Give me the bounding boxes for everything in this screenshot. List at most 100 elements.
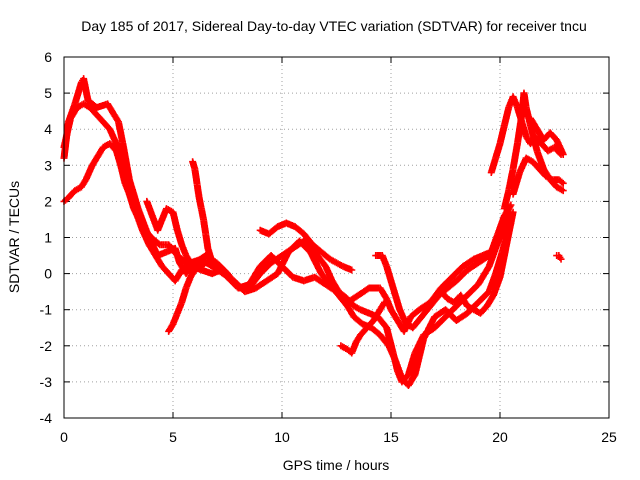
y-tick-label: 1 — [44, 230, 52, 246]
data-point — [559, 150, 567, 158]
data-point-run — [133, 210, 146, 233]
data-point-run — [172, 267, 185, 283]
data-point-run — [351, 314, 365, 327]
data-point-run — [334, 260, 345, 269]
data-point-run — [319, 249, 333, 262]
axis-ticks: 0 5 10 15 20 25 -4 -3 -2 -1 0 1 2 3 4 5 6 — [40, 49, 617, 445]
data-point-run — [87, 105, 100, 118]
data-point-run — [405, 351, 418, 377]
data-point-run — [408, 307, 422, 320]
data-point-run — [377, 285, 390, 301]
data-point-run — [253, 278, 269, 291]
y-tick-label: 6 — [44, 49, 52, 65]
y-tick-label: -4 — [40, 410, 53, 426]
y-tick-label: -2 — [40, 338, 53, 354]
data-point-run — [392, 358, 405, 381]
data-point — [215, 266, 223, 274]
x-tick-label: 15 — [383, 429, 399, 445]
data-point-run — [66, 188, 78, 201]
data-point-run — [445, 296, 457, 306]
data-point-run — [336, 293, 350, 309]
data-point-run — [60, 116, 74, 150]
data-point-run — [310, 242, 324, 255]
data-point-run — [187, 267, 198, 280]
data-point-run — [126, 192, 139, 215]
x-axis-label: GPS time / hours — [283, 457, 390, 473]
data-point-run — [301, 231, 316, 247]
chart-title: Day 185 of 2017, Sidereal Day-to-day VTE… — [81, 18, 587, 34]
data-point-run — [154, 206, 170, 233]
data-point-run — [159, 264, 171, 276]
data-point-run — [193, 181, 203, 200]
data-point-run — [274, 249, 292, 276]
data-point-run — [183, 253, 196, 269]
data-point-run — [166, 242, 180, 258]
data-point-run — [411, 336, 427, 377]
data-point-run — [410, 314, 425, 330]
data-point-run — [101, 141, 112, 150]
y-tick-label: -1 — [40, 302, 53, 318]
data-point-run — [438, 289, 451, 302]
data-point-run — [524, 155, 535, 165]
data-point-run — [257, 260, 274, 276]
data-point-run — [318, 271, 333, 287]
data-point-run — [328, 256, 339, 266]
data-point-run — [339, 343, 350, 352]
data-point-run — [484, 293, 497, 309]
data-point-run — [307, 249, 325, 276]
data-point-run — [148, 235, 163, 248]
data-point-run — [419, 303, 433, 320]
data-point-run — [126, 177, 142, 211]
data-point-run — [71, 80, 85, 106]
data-point-run — [445, 278, 459, 291]
data-point-run — [420, 314, 438, 341]
y-tick-label: -3 — [40, 374, 53, 390]
data-point-run — [94, 112, 106, 125]
data-point-run — [73, 184, 84, 194]
data-point-run — [175, 253, 189, 266]
data-point-run — [427, 293, 442, 309]
data-point-run — [119, 141, 133, 182]
plot-frame — [63, 56, 610, 419]
data-point-run — [534, 148, 547, 171]
data-point-run — [494, 213, 508, 236]
y-tick-label: 5 — [44, 85, 52, 101]
data-point-run — [169, 210, 181, 233]
data-point-run — [377, 300, 388, 312]
data-point-run — [472, 307, 483, 316]
data-point — [557, 255, 565, 263]
data-point-run — [375, 314, 390, 330]
data-point-run — [209, 260, 222, 273]
data-point-run — [510, 170, 523, 197]
data-point-run — [465, 303, 476, 313]
data-point-run — [454, 267, 470, 284]
data-point-run — [475, 264, 492, 287]
data-point-run — [264, 271, 280, 284]
y-tick-label: 4 — [44, 121, 52, 137]
data-point-run — [312, 249, 329, 269]
data-point-run — [460, 256, 476, 269]
data-point-run — [454, 310, 470, 324]
data-point-run — [353, 332, 364, 345]
data-point-run — [345, 296, 357, 309]
data-point-run — [370, 307, 383, 323]
data-marks — [60, 75, 567, 390]
data-point-run — [221, 271, 237, 284]
data-point-run — [556, 177, 566, 186]
data-point-run — [486, 246, 499, 269]
data-point — [559, 187, 567, 195]
data-point-run — [478, 303, 490, 316]
data-point-run — [164, 206, 175, 215]
y-tick-label: 0 — [44, 266, 52, 282]
data-point-run — [438, 274, 455, 291]
data-point-run — [62, 195, 71, 204]
data-point — [348, 266, 356, 274]
data-point-run — [547, 130, 560, 143]
data-point-run — [200, 217, 209, 236]
data-point-run — [96, 145, 106, 157]
x-tick-label: 20 — [492, 429, 508, 445]
data-point-run — [78, 177, 89, 189]
y-tick-label: 3 — [44, 157, 52, 173]
data-point-run — [432, 314, 448, 331]
